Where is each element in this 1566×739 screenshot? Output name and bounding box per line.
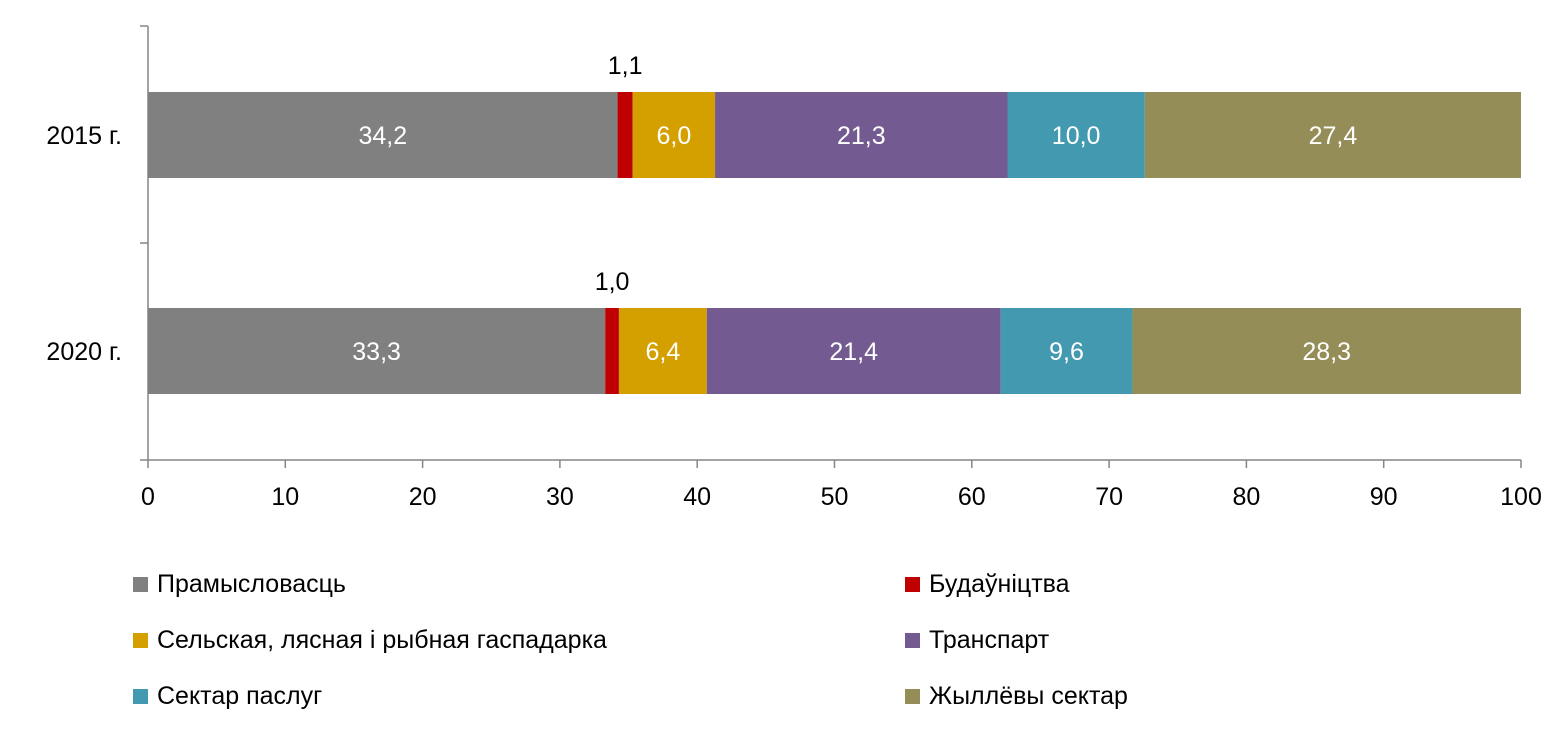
data-label: 33,3: [352, 338, 401, 366]
bar-segment: [1144, 92, 1521, 178]
x-tick-label: 90: [1370, 483, 1398, 511]
x-tick-label: 20: [409, 483, 437, 511]
bar-segment: [618, 308, 707, 394]
bar-segment: [715, 92, 1008, 178]
data-label: 1,0: [595, 268, 630, 296]
x-tick-label: 70: [1095, 483, 1123, 511]
bar-segment: [1000, 308, 1133, 394]
bar-segment: [632, 92, 716, 178]
x-tick-label: 40: [683, 483, 711, 511]
data-label: 21,3: [837, 122, 886, 150]
x-tick-label: 50: [821, 483, 849, 511]
data-label: 1,1: [608, 52, 643, 80]
x-tick-label: 100: [1500, 483, 1542, 511]
data-label: 6,0: [656, 122, 691, 150]
bar-segment: [148, 92, 618, 178]
x-tick-label: 30: [546, 483, 574, 511]
bar-segment: [617, 92, 633, 178]
bar-segment: [1007, 92, 1145, 178]
bar-segment: [1132, 308, 1521, 394]
x-tick-label: 0: [141, 483, 155, 511]
data-label: 6,4: [645, 338, 680, 366]
data-label: 10,0: [1052, 122, 1101, 150]
x-tick-label: 80: [1232, 483, 1260, 511]
bar-segment: [605, 308, 619, 394]
bar-segment: [148, 308, 606, 394]
data-label: 21,4: [829, 338, 878, 366]
data-label: 34,2: [358, 122, 407, 150]
y-category-label: 2020 г.: [46, 338, 122, 366]
y-category-label: 2015 г.: [46, 122, 122, 150]
data-label: 9,6: [1049, 338, 1084, 366]
data-label: 28,3: [1302, 338, 1351, 366]
x-tick-label: 60: [958, 483, 986, 511]
bar-segment: [706, 308, 1001, 394]
data-label: 27,4: [1309, 122, 1358, 150]
x-tick-label: 10: [271, 483, 299, 511]
